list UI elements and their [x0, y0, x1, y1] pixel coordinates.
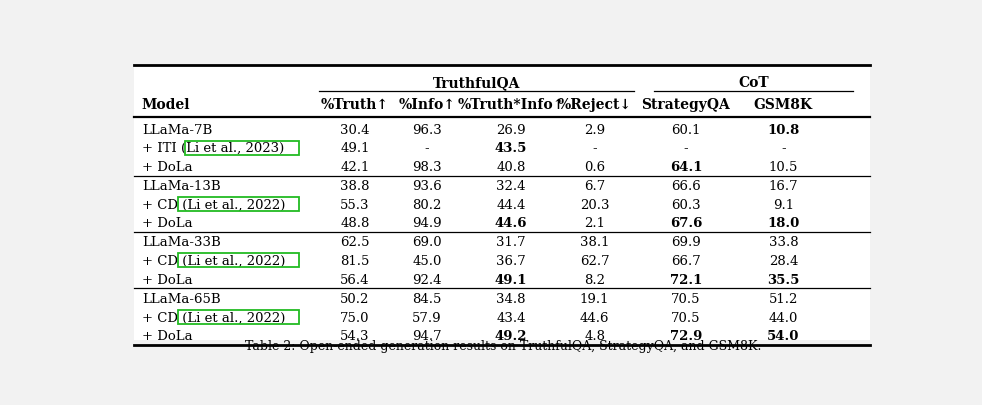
Text: + DoLa: + DoLa: [141, 217, 192, 230]
Text: 31.7: 31.7: [496, 235, 525, 248]
Text: 26.9: 26.9: [496, 123, 525, 136]
Text: 92.4: 92.4: [412, 273, 442, 286]
Text: 72.1: 72.1: [670, 273, 702, 286]
Text: -: -: [592, 142, 597, 155]
FancyBboxPatch shape: [135, 66, 870, 340]
Text: -: -: [683, 142, 688, 155]
Text: CoT: CoT: [738, 76, 769, 90]
Text: 32.4: 32.4: [496, 179, 525, 192]
Text: 70.5: 70.5: [671, 292, 701, 305]
Text: %Truth*Info↑: %Truth*Info↑: [458, 98, 565, 112]
Text: 69.0: 69.0: [412, 235, 442, 248]
Text: TruthfulQA: TruthfulQA: [433, 76, 520, 90]
Text: 35.5: 35.5: [767, 273, 799, 286]
Text: 80.2: 80.2: [412, 198, 442, 211]
Text: 43.5: 43.5: [495, 142, 527, 155]
Text: 43.4: 43.4: [496, 311, 525, 324]
Text: 81.5: 81.5: [340, 254, 369, 267]
Text: 49.1: 49.1: [340, 142, 369, 155]
Text: 4.8: 4.8: [584, 330, 605, 343]
Text: 49.1: 49.1: [495, 273, 527, 286]
Text: 44.0: 44.0: [769, 311, 798, 324]
Text: LLaMa-13B: LLaMa-13B: [141, 179, 220, 192]
Text: 54.0: 54.0: [767, 330, 799, 343]
Text: 57.9: 57.9: [412, 311, 442, 324]
Text: 54.3: 54.3: [340, 330, 369, 343]
Text: + DoLa: + DoLa: [141, 161, 192, 174]
Text: 66.7: 66.7: [671, 254, 701, 267]
Text: 36.7: 36.7: [496, 254, 525, 267]
Text: 98.3: 98.3: [412, 161, 442, 174]
Text: 44.6: 44.6: [579, 311, 610, 324]
Text: 8.2: 8.2: [584, 273, 605, 286]
Text: 30.4: 30.4: [340, 123, 369, 136]
Text: 6.7: 6.7: [584, 179, 605, 192]
Text: %Reject↓: %Reject↓: [558, 98, 631, 112]
Text: 48.8: 48.8: [340, 217, 369, 230]
Text: 19.1: 19.1: [579, 292, 610, 305]
Text: -: -: [781, 142, 786, 155]
Text: 38.8: 38.8: [340, 179, 369, 192]
Text: 10.5: 10.5: [769, 161, 798, 174]
Text: 44.4: 44.4: [496, 198, 525, 211]
Text: 93.6: 93.6: [412, 179, 442, 192]
Text: 94.9: 94.9: [412, 217, 442, 230]
Text: 72.9: 72.9: [670, 330, 702, 343]
Text: 2.9: 2.9: [584, 123, 605, 136]
Text: 60.1: 60.1: [671, 123, 701, 136]
Text: 18.0: 18.0: [767, 217, 799, 230]
Text: 9.1: 9.1: [773, 198, 793, 211]
Text: + CD (Li et al., 2022): + CD (Li et al., 2022): [141, 254, 285, 267]
Text: 62.5: 62.5: [340, 235, 369, 248]
Text: 96.3: 96.3: [412, 123, 442, 136]
Text: + CD (Li et al., 2022): + CD (Li et al., 2022): [141, 311, 285, 324]
Text: 66.6: 66.6: [671, 179, 701, 192]
Text: LLaMa-65B: LLaMa-65B: [141, 292, 220, 305]
Text: %Truth↑: %Truth↑: [321, 98, 389, 112]
Text: 45.0: 45.0: [412, 254, 442, 267]
Text: + DoLa: + DoLa: [141, 273, 192, 286]
Text: 50.2: 50.2: [340, 292, 369, 305]
Text: 67.6: 67.6: [670, 217, 702, 230]
Text: 75.0: 75.0: [340, 311, 369, 324]
Text: 62.7: 62.7: [579, 254, 610, 267]
Text: StrategyQA: StrategyQA: [641, 98, 731, 112]
Text: + ITI (Li et al., 2023): + ITI (Li et al., 2023): [141, 142, 284, 155]
Text: %Info↑: %Info↑: [399, 98, 456, 112]
Text: 34.8: 34.8: [496, 292, 525, 305]
Text: 0.6: 0.6: [584, 161, 605, 174]
Text: 94.7: 94.7: [412, 330, 442, 343]
Text: Model: Model: [141, 98, 191, 112]
Text: 69.9: 69.9: [671, 235, 701, 248]
Text: 84.5: 84.5: [412, 292, 442, 305]
Text: 56.4: 56.4: [340, 273, 369, 286]
Text: 16.7: 16.7: [769, 179, 798, 192]
Text: LLaMa-33B: LLaMa-33B: [141, 235, 221, 248]
Text: + DoLa: + DoLa: [141, 330, 192, 343]
Text: 10.8: 10.8: [767, 123, 799, 136]
Text: 70.5: 70.5: [671, 311, 701, 324]
Text: 55.3: 55.3: [340, 198, 369, 211]
Text: 42.1: 42.1: [340, 161, 369, 174]
Text: LLaMa-7B: LLaMa-7B: [141, 123, 212, 136]
Text: 51.2: 51.2: [769, 292, 798, 305]
Text: 20.3: 20.3: [579, 198, 610, 211]
Text: -: -: [425, 142, 429, 155]
Text: + CD (Li et al., 2022): + CD (Li et al., 2022): [141, 198, 285, 211]
Text: 38.1: 38.1: [579, 235, 610, 248]
Text: 49.2: 49.2: [495, 330, 527, 343]
Text: GSM8K: GSM8K: [754, 98, 813, 112]
Text: 40.8: 40.8: [496, 161, 525, 174]
Text: 44.6: 44.6: [495, 217, 527, 230]
Text: Table 2: Open-ended generation results on TruthfulQA, StrategyQA, and GSM8K.: Table 2: Open-ended generation results o…: [246, 339, 761, 352]
Text: 28.4: 28.4: [769, 254, 798, 267]
Text: 64.1: 64.1: [670, 161, 702, 174]
Text: 2.1: 2.1: [584, 217, 605, 230]
Text: 60.3: 60.3: [671, 198, 701, 211]
Text: 33.8: 33.8: [769, 235, 798, 248]
